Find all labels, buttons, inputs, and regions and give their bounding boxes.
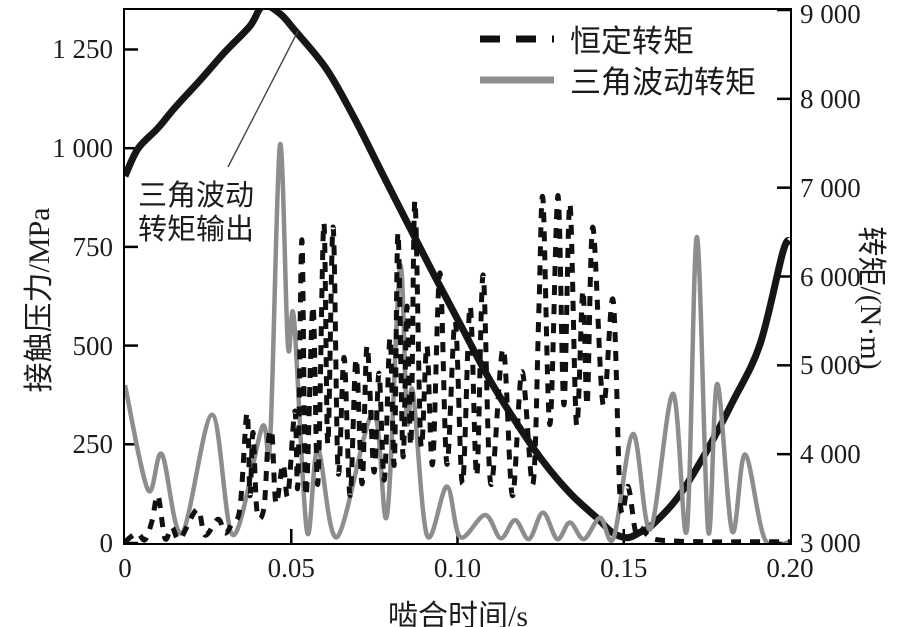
right-axis-tick-label: 6 000 [800, 261, 861, 292]
legend-item-triangular-torque: 三角波动转矩 [478, 61, 756, 100]
plot-area [123, 8, 792, 545]
solid-line-sample-icon [480, 76, 554, 83]
right-axis-tick-label: 3 000 [800, 528, 861, 558]
dashed-line-sample-icon [480, 35, 554, 42]
series-triangular-torque-pressure-line [125, 142, 790, 543]
legend-item-constant-torque: 恒定转矩 [478, 20, 756, 59]
x-axis-tick-label: 0.15 [600, 553, 648, 583]
right-axis-title: 转矩/(N·m) [854, 226, 887, 370]
right-axis-tick-label: 8 000 [800, 83, 861, 114]
left-axis-title: 接触压力/MPa [23, 207, 56, 393]
right-axis-tick-label: 5 000 [800, 350, 861, 381]
legend-label: 恒定转矩 [570, 24, 694, 59]
x-axis-tick-label: 0.05 [267, 553, 315, 583]
x-axis-tick-label: 0.10 [433, 553, 482, 583]
x-axis-title: 啮合时间/s [387, 600, 529, 627]
left-axis-tick-label: 0 [99, 528, 114, 558]
annotation-line2: 转矩输出 [138, 214, 255, 246]
right-axis-tick-label: 9 000 [800, 0, 861, 29]
left-axis-tick-label: 1 250 [52, 34, 113, 65]
left-axis-tick-label: 250 [72, 429, 114, 460]
legend: 恒定转矩 三角波动转矩 [478, 20, 756, 100]
annotation-triangular-torque-output: 三角波动 转矩输出 [138, 179, 254, 247]
right-axis-tick-label: 7 000 [800, 172, 861, 203]
chart-canvas [125, 10, 790, 543]
annotation-leader-line [227, 30, 299, 168]
series-constant-torque-pressure-line [125, 193, 790, 543]
annotation-line1: 三角波动 [138, 180, 255, 212]
legend-label: 三角波动转矩 [570, 65, 756, 100]
left-axis-tick-label: 1 000 [52, 133, 113, 164]
left-axis-tick-label: 750 [72, 231, 114, 262]
x-axis-tick-label: 0.20 [766, 553, 814, 583]
right-axis-tick-label: 4 000 [800, 439, 861, 470]
left-axis-tick-label: 500 [72, 330, 114, 361]
x-axis-tick-label: 0 [118, 553, 132, 583]
